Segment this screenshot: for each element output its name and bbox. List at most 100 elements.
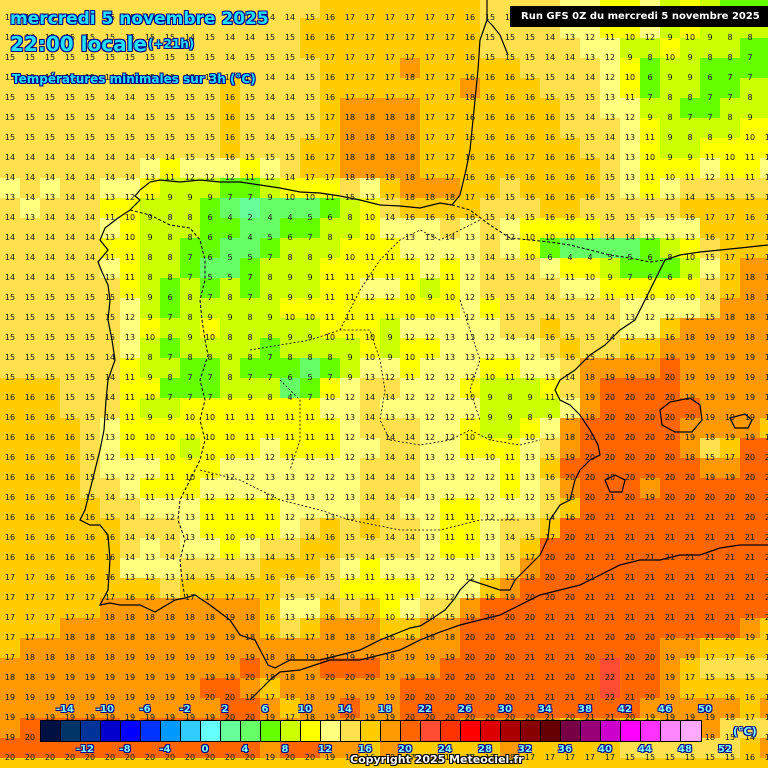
grid-cell [20,38,40,58]
grid-value: 13 [564,293,576,302]
grid-value: 20 [644,673,656,682]
legend-tick-bottom: 0 [201,744,209,755]
grid-value: 14 [304,533,316,542]
grid-value: 18 [304,693,316,702]
grid-value: 19 [4,733,16,742]
grid-cell [220,98,240,118]
grid-value: 12 [424,373,436,382]
grid-cell [180,78,200,98]
grid-value: 12 [444,493,456,502]
grid-value: 14 [604,233,616,242]
grid-value: 17 [204,593,216,602]
grid-value: 15 [484,13,496,22]
grid-value: 15 [164,93,176,102]
grid-value: 20 [644,393,656,402]
grid-value: 15 [524,33,536,42]
grid-cell [80,138,100,158]
grid-value: 13 [424,533,436,542]
grid-value: 8 [727,33,733,42]
grid-value: 18 [4,673,16,682]
grid-value: 8 [267,333,273,342]
grid-value: 15 [704,673,716,682]
grid-value: 9 [487,433,493,442]
grid-value: 21 [604,493,616,502]
grid-value: 16 [484,173,496,182]
grid-value: 17 [84,613,96,622]
grid-cell [100,198,120,218]
grid-value: 21 [704,613,716,622]
grid-cell [60,118,80,138]
grid-value: 18 [764,753,768,762]
grid-value: 21 [544,633,556,642]
grid-value: 21 [684,553,696,562]
grid-value: 14 [164,553,176,562]
grid-value: 14 [64,213,76,222]
grid-value: 20 [584,653,596,662]
grid-value: 16 [4,453,16,462]
grid-value: 9 [347,373,353,382]
grid-value: 14 [404,473,416,482]
grid-cell [300,58,320,78]
grid-value: 11 [324,453,336,462]
grid-value: 12 [344,433,356,442]
grid-value: 12 [424,273,436,282]
grid-value: 16 [564,193,576,202]
grid-value: 16 [224,113,236,122]
grid-value: 19 [444,653,456,662]
grid-value: 13 [624,193,636,202]
grid-value: 7 [247,193,253,202]
grid-value: 8 [227,393,233,402]
grid-cell [160,98,180,118]
grid-cell [0,178,20,198]
grid-value: 11 [364,313,376,322]
grid-value: 18 [404,113,416,122]
grid-value: 20 [664,393,676,402]
grid-value: 10 [684,253,696,262]
grid-value: 16 [304,33,316,42]
grid-cell [720,78,740,98]
grid-value: 20 [24,733,36,742]
grid-cell [440,18,460,38]
grid-value: 9 [307,273,313,282]
grid-value: 10 [464,433,476,442]
grid-value: 19 [224,633,236,642]
grid-value: 20 [484,693,496,702]
grid-value: 20 [524,593,536,602]
grid-value: 14 [364,513,376,522]
legend-swatch [441,721,461,741]
grid-value: 14 [104,153,116,162]
grid-value: 15 [84,293,96,302]
grid-value: 13 [404,513,416,522]
grid-value: 20 [764,473,768,482]
grid-value: 20 [624,393,636,402]
grid-cell [640,58,660,78]
grid-value: 17 [384,93,396,102]
grid-value: 14 [404,493,416,502]
grid-value: 15 [284,633,296,642]
grid-cell [320,38,340,58]
grid-value: 16 [124,593,136,602]
grid-value: 16 [524,193,536,202]
grid-value: 11 [364,273,376,282]
grid-cell [380,138,400,158]
grid-value: 10 [684,293,696,302]
grid-value: 12 [244,473,256,482]
grid-cell [280,78,300,98]
grid-value: 21 [644,533,656,542]
grid-value: 14 [124,533,136,542]
grid-cell [640,138,660,158]
grid-value: 16 [384,633,396,642]
grid-value: 12 [364,293,376,302]
grid-value: 18 [344,153,356,162]
grid-value: 19 [144,673,156,682]
grid-value: 14 [364,553,376,562]
grid-value: 17 [344,13,356,22]
grid-value: 20 [664,373,676,382]
grid-value: 12 [344,453,356,462]
grid-value: 15 [24,133,36,142]
grid-value: 14 [384,213,396,222]
grid-value: 21 [644,573,656,582]
legend-tick-bottom: -12 [75,744,95,755]
grid-value: 15 [84,333,96,342]
grid-value: 11 [124,273,136,282]
